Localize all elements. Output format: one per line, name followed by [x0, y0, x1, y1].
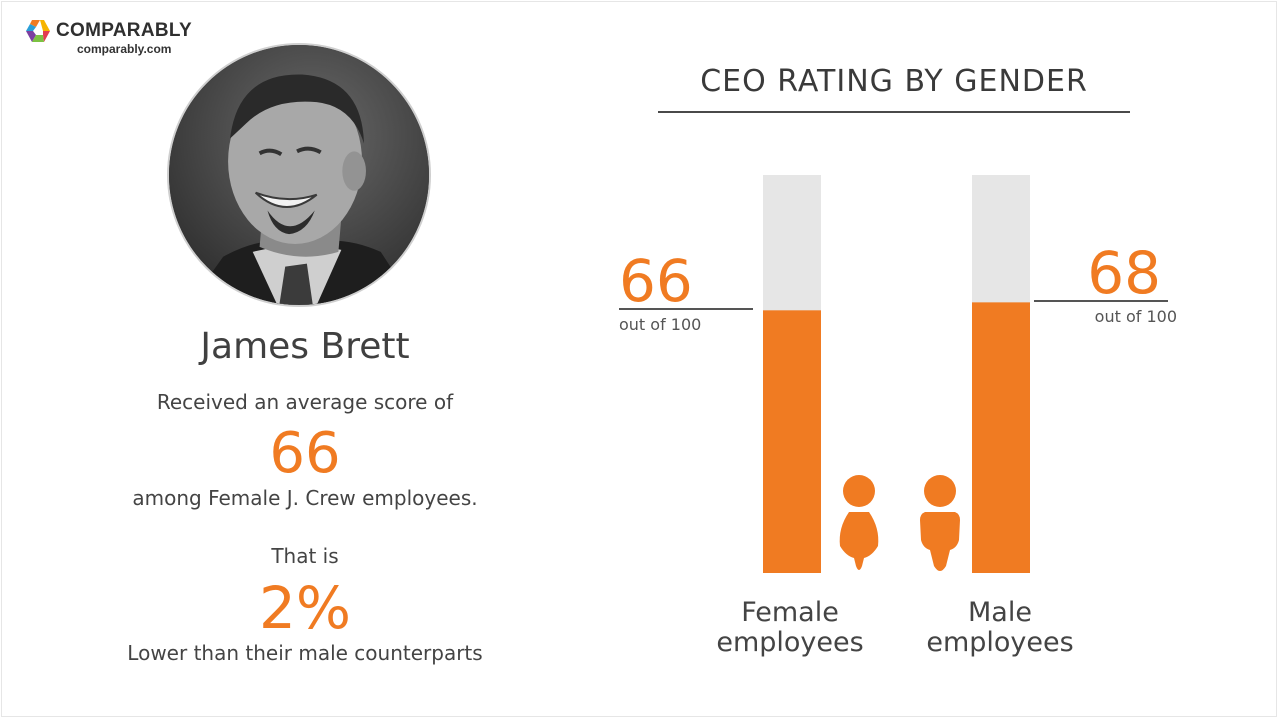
difference-percent: 2%: [258, 574, 351, 642]
male-scale-label: out of 100: [1095, 307, 1177, 326]
average-score: 66: [269, 421, 341, 486]
chart-title: CEO RATING BY GENDER: [700, 64, 1088, 99]
male-value-label: 68: [1087, 239, 1161, 307]
brand-name: COMPARABLY: [56, 20, 193, 41]
ceo-photo-icon: [169, 45, 429, 305]
chart-title-underline: [658, 111, 1130, 113]
male-person-icon: [920, 475, 960, 571]
female-bar: [763, 310, 821, 573]
male-category-label-line1: Male: [968, 597, 1032, 628]
male-bar: [972, 302, 1030, 573]
male-category-label-line2: employees: [926, 627, 1073, 658]
female-scale-label: out of 100: [619, 315, 701, 334]
comparison-context-text: Lower than their male counterparts: [127, 641, 483, 665]
comparison-intro-text: That is: [271, 544, 339, 568]
score-context-text: among Female J. Crew employees.: [132, 486, 478, 510]
female-person-icon: [839, 475, 879, 570]
comparably-logo-icon: [26, 20, 50, 42]
female-category-label-line1: Female: [741, 597, 839, 628]
female-category-label-line2: employees: [716, 627, 863, 658]
ceo-name: James Brett: [200, 326, 410, 367]
female-value-label: 66: [619, 247, 693, 315]
score-intro-text: Received an average score of: [156, 390, 454, 414]
brand-url: comparably.com: [77, 42, 172, 56]
ceo-portrait: [167, 43, 431, 307]
